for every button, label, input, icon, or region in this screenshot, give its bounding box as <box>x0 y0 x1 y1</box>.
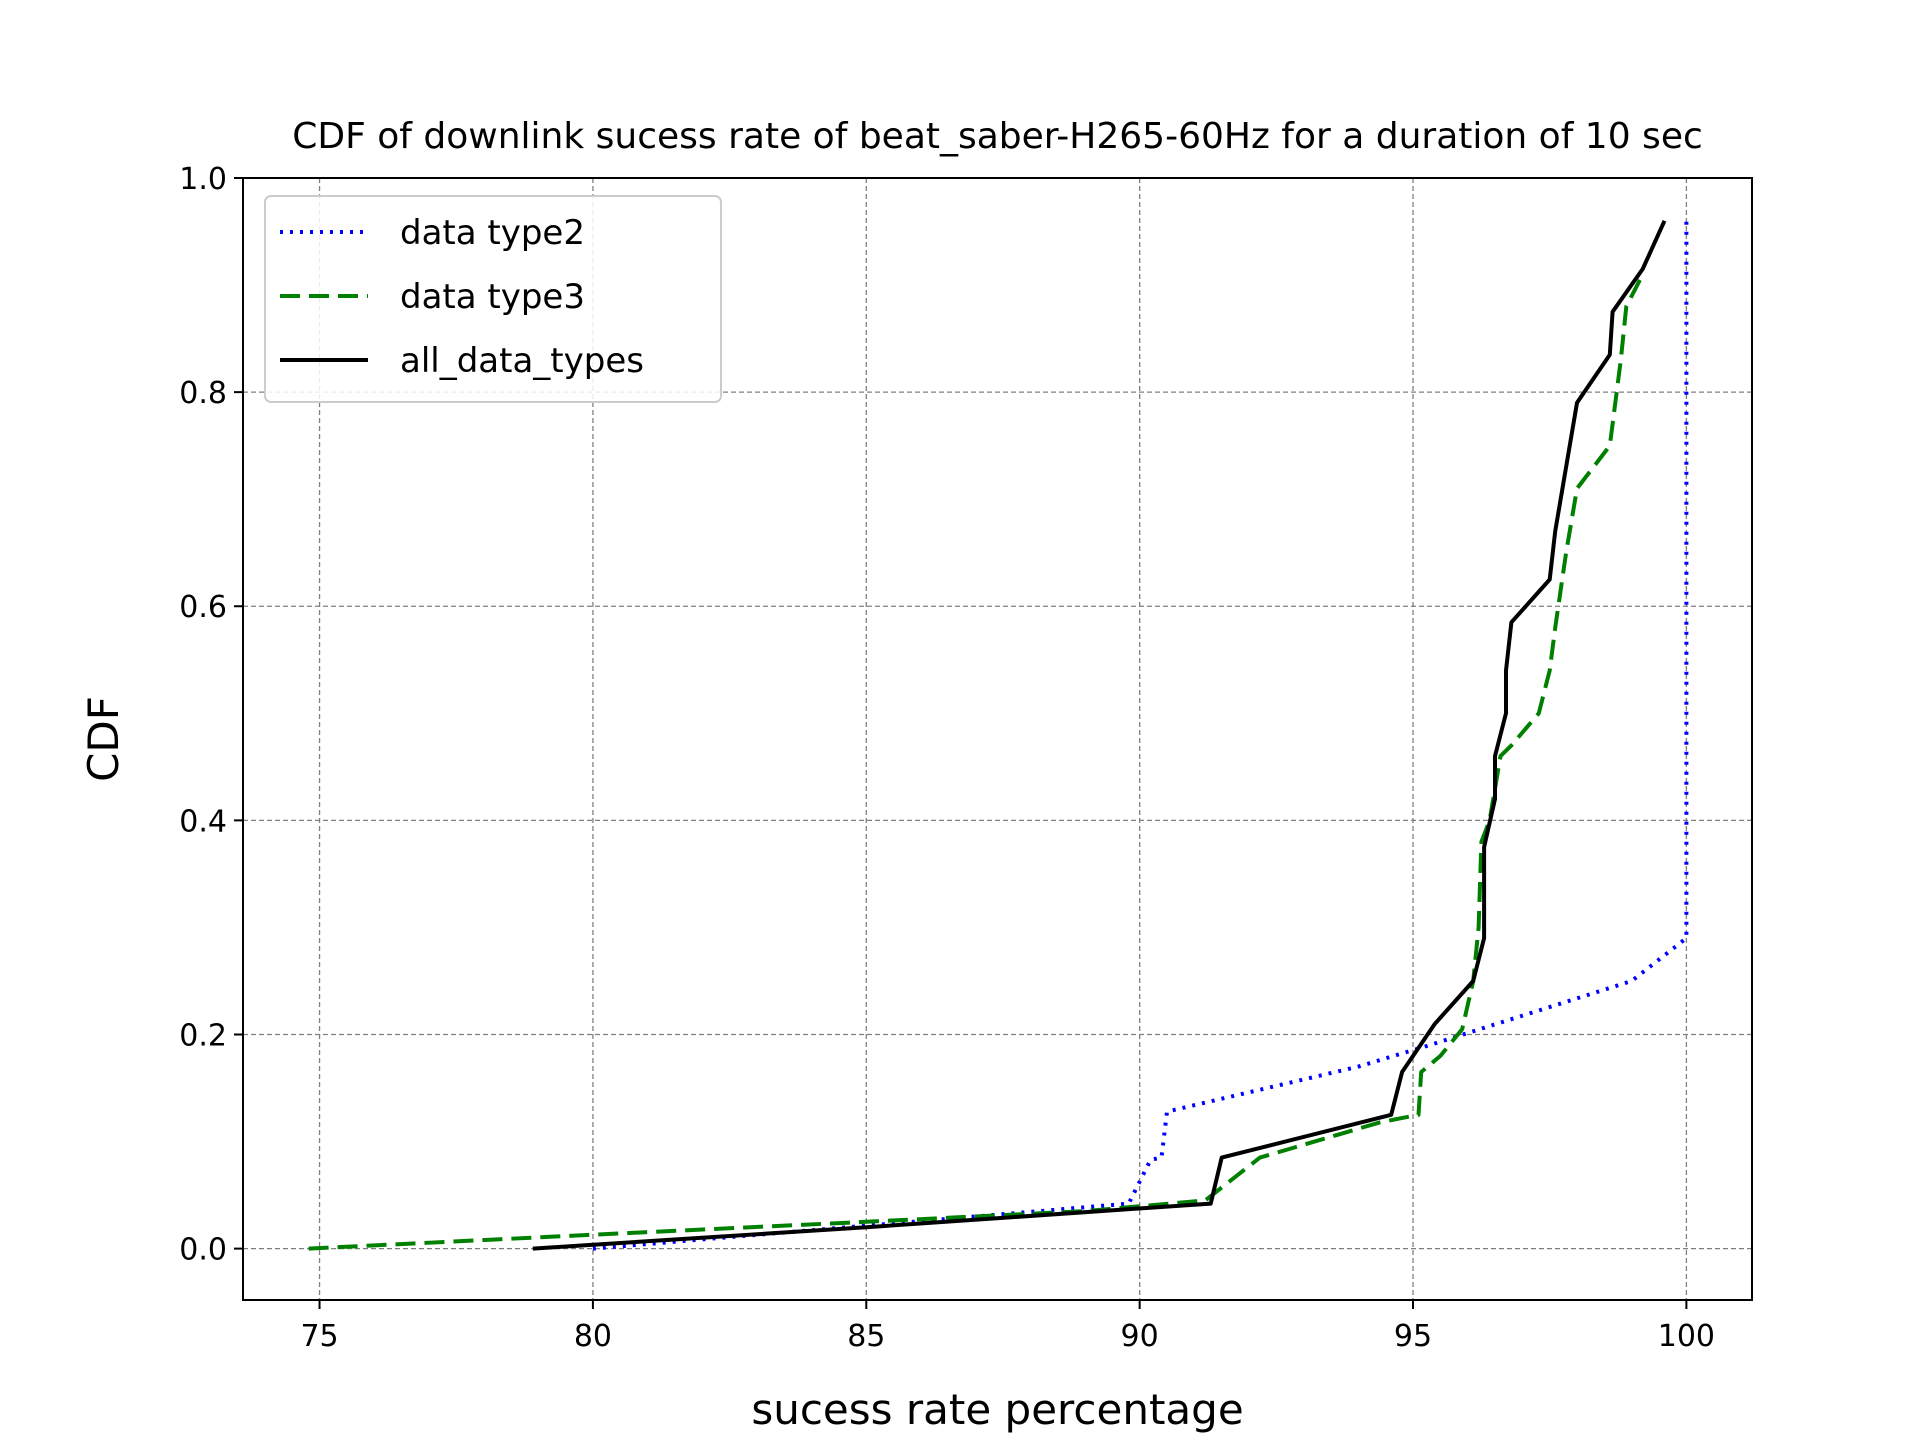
y-tick-label: 0.0 <box>179 1233 227 1268</box>
series-line-all-data-types <box>532 219 1667 1251</box>
x-tick-label: 85 <box>847 1319 885 1354</box>
x-tick-label: 90 <box>1121 1319 1159 1354</box>
y-tick-label: 0.4 <box>179 804 227 839</box>
ticks: 75 80 85 90 95 100 0.0 0.2 0.4 0.6 0.8 1.0 <box>179 162 1715 1354</box>
plot-frame <box>242 177 1753 1301</box>
x-tick-label: 100 <box>1658 1319 1715 1354</box>
y-tick-label: 1.0 <box>179 162 227 197</box>
x-tick-label: 75 <box>300 1319 338 1354</box>
series-lines <box>308 219 1689 1251</box>
legend-label: data type3 <box>400 277 585 317</box>
legend: data type2 data type3 all_data_types <box>264 195 722 403</box>
y-tick-label: 0.6 <box>179 590 227 625</box>
series-line-data-type2 <box>592 220 1689 1251</box>
series-line-data-type3 <box>308 273 1645 1251</box>
legend-box <box>264 195 722 403</box>
y-tick-label: 0.2 <box>179 1018 227 1053</box>
legend-label: data type2 <box>400 213 585 253</box>
x-axis-title: sucess rate percentage <box>751 1385 1243 1434</box>
y-axis-title: CDF <box>79 696 128 782</box>
x-tick-label: 95 <box>1394 1319 1432 1354</box>
x-tick-label: 80 <box>574 1319 612 1354</box>
legend-label: all_data_types <box>400 341 644 381</box>
chart-title: CDF of downlink sucess rate of beat_sabe… <box>292 116 1703 157</box>
y-tick-label: 0.8 <box>179 376 227 411</box>
